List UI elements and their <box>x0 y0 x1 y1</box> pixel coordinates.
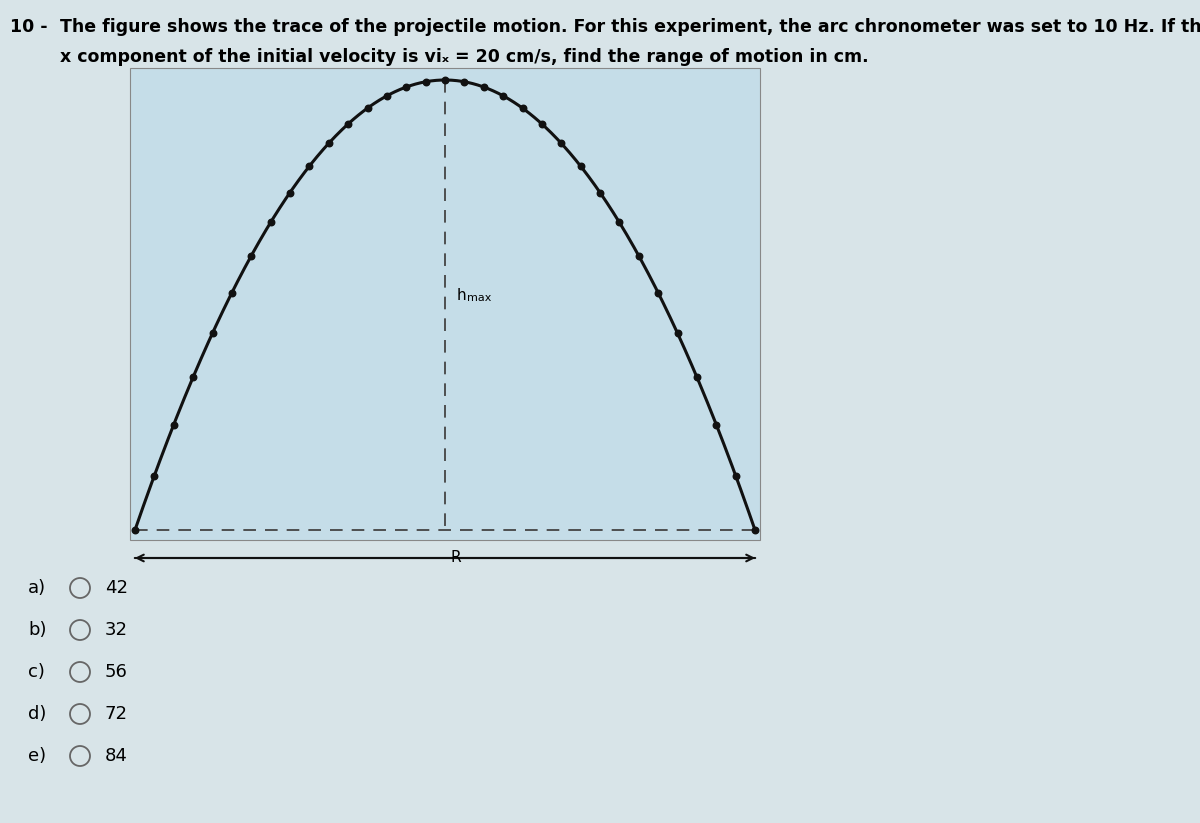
Point <box>126 523 144 537</box>
Point <box>571 160 590 173</box>
Point <box>629 249 648 263</box>
Point <box>416 75 436 88</box>
Text: e): e) <box>28 747 46 765</box>
Text: The figure shows the trace of the projectile motion. For this experiment, the ar: The figure shows the trace of the projec… <box>60 18 1200 36</box>
Point <box>610 216 629 229</box>
Point <box>319 137 338 150</box>
Point <box>281 186 300 199</box>
Point <box>145 469 164 482</box>
Point <box>668 327 688 340</box>
Text: 10 -: 10 - <box>10 18 48 36</box>
Point <box>358 101 377 114</box>
Point <box>436 73 455 86</box>
Point <box>688 370 707 384</box>
Point <box>338 118 358 131</box>
Point <box>164 418 184 431</box>
Text: h: h <box>457 287 467 303</box>
Text: 84: 84 <box>106 747 128 765</box>
Text: 72: 72 <box>106 705 128 723</box>
Point <box>726 469 745 482</box>
Point <box>222 286 241 300</box>
Text: c): c) <box>28 663 44 681</box>
Point <box>203 327 222 340</box>
Point <box>300 160 319 173</box>
Text: 32: 32 <box>106 621 128 639</box>
Point <box>512 101 532 114</box>
Point <box>745 523 764 537</box>
Point <box>707 418 726 431</box>
Text: 56: 56 <box>106 663 128 681</box>
Text: max: max <box>467 293 491 303</box>
Point <box>493 89 512 102</box>
Text: x component of the initial velocity is viₓ = 20 cm/s, find the range of motion i: x component of the initial velocity is v… <box>60 48 869 66</box>
Point <box>552 137 571 150</box>
Point <box>184 370 203 384</box>
Point <box>455 75 474 88</box>
Point <box>590 186 610 199</box>
Text: a): a) <box>28 579 46 597</box>
Point <box>262 216 281 229</box>
Text: b): b) <box>28 621 47 639</box>
Text: R: R <box>450 551 461 565</box>
Text: d): d) <box>28 705 47 723</box>
Point <box>241 249 260 263</box>
Text: 42: 42 <box>106 579 128 597</box>
Point <box>397 81 416 94</box>
Bar <box>130 68 760 540</box>
Point <box>474 81 493 94</box>
Point <box>533 118 552 131</box>
Point <box>377 89 396 102</box>
Point <box>648 286 667 300</box>
